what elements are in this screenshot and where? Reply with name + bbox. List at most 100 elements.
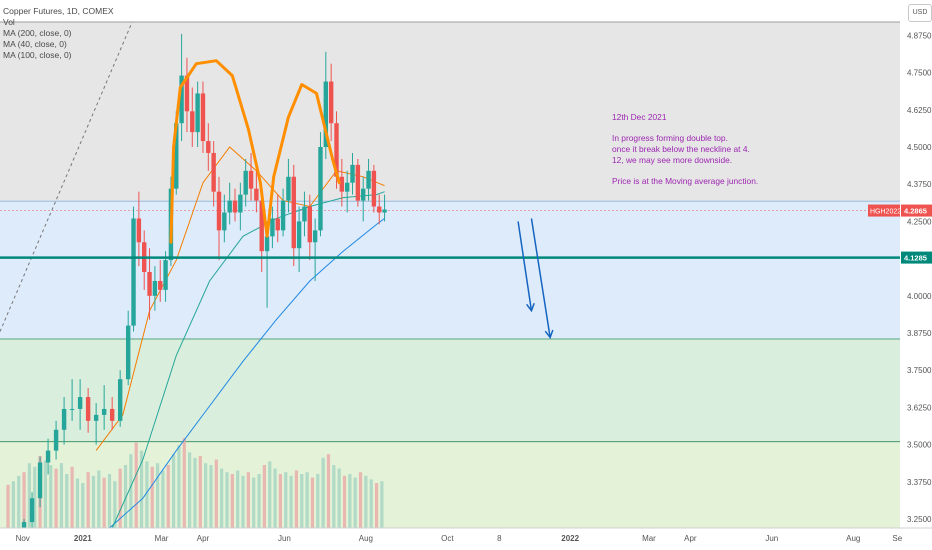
x-tick-label: Aug	[359, 534, 373, 543]
volume-bar	[209, 465, 213, 528]
note-title: 12th Dec 2021	[612, 112, 667, 122]
x-tick-label: Nov	[16, 534, 30, 543]
candle-body	[131, 218, 136, 326]
volume-bar	[166, 465, 170, 528]
zone-0	[0, 22, 900, 202]
volume-bar	[214, 459, 218, 528]
down-arrow-head-1	[544, 329, 554, 340]
x-tick-label: Aug	[846, 534, 860, 543]
volume-bar	[81, 483, 85, 528]
x-tick-label: Jun	[765, 534, 778, 543]
candle-body	[275, 218, 280, 231]
candle-body	[334, 123, 339, 177]
candle-body	[254, 188, 259, 201]
y-tick-label: 4.6250	[907, 106, 932, 115]
x-tick-label: Se	[892, 534, 902, 543]
volume-bar	[369, 479, 373, 528]
zone-3	[0, 441, 900, 528]
candle-body	[37, 462, 43, 499]
volume-bar	[332, 465, 336, 528]
candle-body	[377, 206, 382, 213]
volume-bar	[107, 474, 112, 528]
candle-body	[259, 200, 264, 252]
volume-bar	[150, 466, 154, 528]
volume-bar	[204, 463, 208, 528]
volume-bar	[59, 463, 64, 528]
y-tick-label: 4.8750	[907, 31, 932, 40]
volume-bar	[257, 474, 261, 528]
x-tick-label: Jun	[278, 534, 291, 543]
down-arrow-1	[530, 218, 551, 338]
y-tick-label: 4.2500	[907, 217, 932, 226]
candle-body	[382, 209, 387, 213]
volume-bar	[321, 457, 325, 528]
volume-bar	[123, 465, 128, 528]
ma-200-line	[69, 218, 385, 541]
volume-bar	[262, 465, 266, 528]
candle-body	[248, 170, 254, 189]
y-tick-label: 4.5000	[907, 143, 932, 152]
volume-bar	[171, 454, 176, 528]
y-tick-label: 4.3750	[907, 180, 932, 189]
down-arrow-0	[517, 221, 533, 311]
candle-body	[328, 81, 334, 124]
legend-ma200: MA (200, close, 0)	[3, 28, 72, 38]
x-tick-label: 8	[497, 534, 502, 543]
candle-body	[302, 206, 307, 222]
volume-bar	[86, 472, 90, 528]
x-tick-label: Apr	[684, 534, 697, 543]
legend-vol: Vol	[3, 17, 15, 27]
candle-body	[344, 182, 350, 192]
time-axis	[0, 528, 932, 550]
candle-body	[323, 81, 329, 148]
candle-body	[190, 111, 195, 133]
candle-body	[264, 236, 270, 252]
volume-bar	[17, 475, 21, 528]
candle-body	[85, 397, 91, 421]
volume-bar	[182, 438, 186, 528]
candle-body	[109, 408, 115, 421]
x-tick-label: 2021	[74, 534, 92, 543]
last-price-badge: 4.2865	[904, 207, 927, 216]
down-arrow-head-0	[526, 302, 535, 313]
x-tick-label: Mar	[155, 534, 169, 543]
y-tick-label: 4.7500	[907, 69, 932, 78]
candle-body	[163, 260, 168, 290]
candle-body	[339, 176, 345, 192]
volume-bar	[374, 483, 379, 528]
candle-body	[318, 147, 323, 231]
candle-body	[355, 164, 361, 201]
diagonal-trendline	[0, 21, 133, 332]
candle-body	[350, 164, 355, 183]
volume-bar	[75, 478, 80, 528]
volume-bar	[364, 475, 368, 528]
neckline-price-badge: 4.1285	[904, 254, 927, 263]
candle-body	[61, 408, 67, 430]
volume-bar	[145, 461, 149, 528]
currency-button[interactable]: USD	[908, 4, 932, 22]
volume-bar	[113, 481, 117, 528]
y-tick-label: 4.0000	[907, 292, 932, 301]
note-line-2: once it break below the neckline at 4.	[612, 144, 750, 154]
volume-bar	[342, 475, 347, 528]
candle-body	[371, 170, 377, 207]
x-tick-label: 2022	[561, 534, 579, 543]
volume-bar	[177, 445, 181, 528]
volume-bar	[305, 472, 309, 528]
symbol-badge: HGH2022	[870, 209, 901, 216]
note-line-4: Price is at the Moving average junction.	[612, 176, 759, 186]
volume-bar	[337, 468, 341, 528]
candle-body	[238, 194, 243, 213]
volume-bar	[246, 472, 250, 528]
candle-body	[152, 280, 158, 296]
volume-bar	[188, 452, 192, 528]
symbol-badge-bg	[868, 204, 900, 217]
note-line-1: In progress forming double top.	[612, 133, 728, 143]
volume-bar	[49, 465, 53, 528]
neckline-price-badge-bg	[901, 251, 932, 264]
candle-body	[296, 221, 302, 249]
volume-bar	[6, 484, 10, 528]
legend-ma100: MA (100, close, 0)	[3, 50, 72, 60]
volume-bar	[268, 461, 272, 528]
